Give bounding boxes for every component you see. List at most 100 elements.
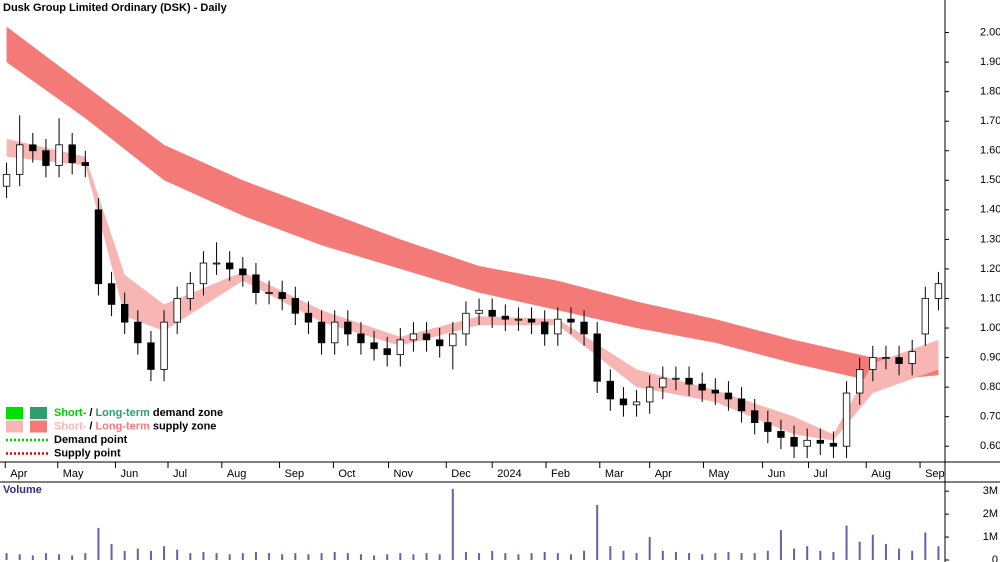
candle-body (278, 292, 286, 299)
volume-bar (793, 548, 796, 560)
volume-bar (58, 554, 61, 560)
volume-bar (451, 488, 454, 560)
x-tick-label: Aug (227, 468, 247, 480)
volume-bar (609, 546, 612, 560)
y-tick-label: 1.20 (980, 263, 1000, 275)
legend-label: Demand point (54, 434, 128, 446)
candle-body (436, 339, 444, 347)
volume-bar (149, 550, 152, 560)
legend-swatch (30, 420, 47, 433)
candle-body (42, 150, 50, 166)
candle-body (737, 398, 746, 412)
candle-body (16, 144, 24, 175)
volume-bar (517, 554, 520, 560)
candle-body (488, 309, 496, 317)
volume-bar (307, 554, 310, 560)
candle-body (554, 318, 562, 335)
volume-bar (346, 553, 349, 560)
volume-bar (176, 549, 179, 560)
x-tick-label: Dec (451, 468, 471, 480)
candle-body (790, 436, 798, 447)
candle-body (55, 144, 63, 166)
volume-bar (845, 525, 848, 560)
candle-body (921, 298, 929, 335)
volume-bar (228, 554, 231, 560)
volume-bar (268, 553, 271, 560)
candle-body (842, 392, 851, 447)
x-tick-label: Apr (10, 468, 27, 480)
candle-body (186, 283, 194, 299)
candle-body (816, 439, 824, 444)
y-tick-label: 0.70 (980, 411, 1000, 423)
volume-bar (701, 554, 704, 560)
y-tick-label: 1.50 (980, 174, 1000, 186)
volume-bar (386, 554, 389, 560)
volume-bar (530, 553, 533, 560)
x-tick-label: Aug (871, 468, 891, 480)
candle-body (724, 392, 733, 400)
candle-body (514, 318, 523, 321)
volume-bar (464, 551, 467, 560)
volume-bar (254, 551, 257, 560)
volume-bar (294, 553, 297, 560)
volume-bar (31, 555, 34, 560)
candle-body (619, 398, 628, 406)
volume-bar (674, 551, 677, 560)
candle-body (107, 283, 116, 305)
candle-body (449, 333, 457, 347)
y-tick-label: 1.90 (980, 56, 1000, 68)
candle-body (462, 312, 470, 335)
volume-bar (911, 550, 914, 560)
volume-bar (556, 553, 559, 560)
y-tick-label: 1.70 (980, 115, 1000, 127)
legend-rest: supply zone (153, 420, 217, 432)
volume-bar (832, 551, 835, 560)
volume-tick-label: 3M (983, 485, 998, 497)
candle-body (803, 439, 811, 447)
volume-bar (806, 546, 809, 560)
legend-label: Short- / Long-term supply zone (54, 420, 216, 432)
volume-bar (425, 553, 428, 560)
volume-bar (215, 553, 218, 560)
candle-body (632, 401, 641, 406)
x-tick-label: Jun (768, 468, 786, 480)
volume-bar (320, 553, 323, 560)
volume-bar (281, 554, 284, 560)
legend-short: Short- (54, 407, 87, 419)
plot (2, 115, 943, 560)
volume-bar (753, 553, 756, 560)
volume-bar (779, 530, 782, 560)
volume-tick-label: 1M (983, 531, 998, 543)
candle-body (239, 268, 247, 276)
candle-body (711, 389, 719, 394)
candle-body (527, 318, 536, 323)
x-tick-label: Mar (605, 468, 624, 480)
legend-swatch (6, 407, 23, 419)
volume-bar (596, 504, 599, 560)
candle-body (659, 377, 667, 388)
candle-body (698, 383, 706, 391)
legend-short: Short- (54, 420, 87, 432)
volume-bar (740, 553, 743, 560)
candle-body (646, 386, 654, 403)
candle-body (160, 321, 168, 370)
volume-bar (438, 554, 441, 560)
volume-bar (661, 550, 664, 560)
x-tick-label: May (709, 468, 730, 480)
volume-bar (635, 553, 638, 560)
legend-long: Long-term (95, 420, 150, 432)
y-tick-label: 1.60 (980, 145, 1000, 157)
x-tick-label: Jul (814, 468, 828, 480)
x-tick-label: Apr (655, 468, 672, 480)
candle-body (593, 333, 601, 382)
legend-long: Long-term (95, 407, 150, 419)
volume-bar (727, 551, 730, 560)
candle-body (94, 209, 103, 285)
candle-body (764, 422, 772, 432)
volume-bar (71, 555, 74, 560)
candle-body (134, 321, 142, 344)
volume-bar (18, 554, 21, 560)
candle-body (580, 321, 588, 335)
candle-body (252, 274, 260, 293)
